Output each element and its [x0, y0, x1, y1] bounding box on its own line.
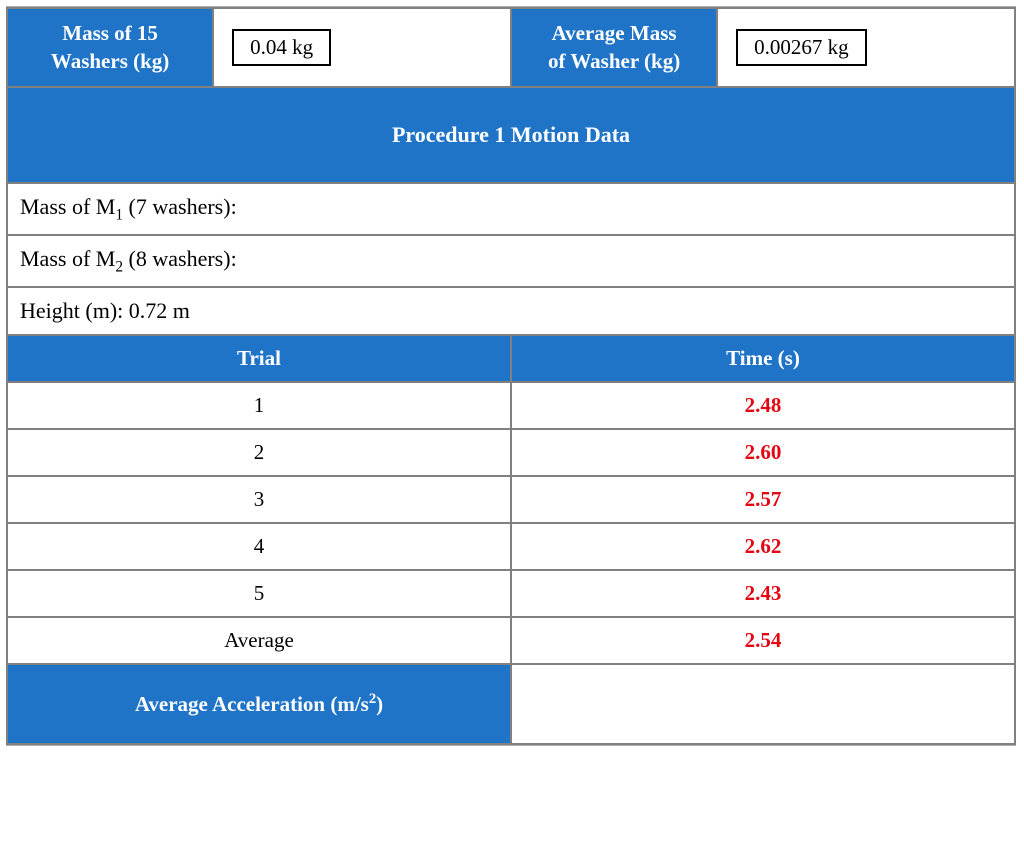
info-row-height: Height (m): 0.72 m: [7, 287, 1015, 335]
avg-accel-label: Average Acceleration (m/s2): [7, 664, 511, 744]
trial-number: 2: [7, 429, 511, 476]
avg-mass-label-line2: of Washer (kg): [548, 49, 680, 73]
avg-accel-prefix: Average Acceleration (m/s: [135, 692, 369, 716]
table-row: 2 2.60: [7, 429, 1015, 476]
data-table-container: Mass of 15 Washers (kg) 0.04 kg Average …: [6, 6, 1016, 746]
trial-time: 2.62: [511, 523, 1015, 570]
mass-m1-cell: Mass of M1 (7 washers):: [7, 183, 1015, 235]
trial-time: 2.60: [511, 429, 1015, 476]
avg-mass-value: 0.00267 kg: [736, 29, 867, 66]
mass-m2-cell: Mass of M2 (8 washers):: [7, 235, 1015, 287]
trial-number: 3: [7, 476, 511, 523]
table-row: 1 2.48: [7, 382, 1015, 429]
table-row-average: Average 2.54: [7, 617, 1015, 664]
mass-15-label: Mass of 15 Washers (kg): [7, 8, 213, 87]
table-row: 3 2.57: [7, 476, 1015, 523]
table-row: 5 2.43: [7, 570, 1015, 617]
col-header-trial: Trial: [7, 335, 511, 382]
avg-mass-value-cell: 0.00267 kg: [717, 8, 1015, 87]
col-header-time: Time (s): [511, 335, 1015, 382]
mass-m2-suffix: (8 washers):: [123, 246, 237, 271]
height-cell: Height (m): 0.72 m: [7, 287, 1015, 335]
mass-m2-prefix: Mass of M: [20, 246, 115, 271]
procedure-table: Mass of 15 Washers (kg) 0.04 kg Average …: [6, 7, 1016, 745]
table-row: 4 2.62: [7, 523, 1015, 570]
trial-time: 2.57: [511, 476, 1015, 523]
info-row-m1: Mass of M1 (7 washers):: [7, 183, 1015, 235]
avg-accel-value: [511, 664, 1015, 744]
mass-15-value: 0.04 kg: [232, 29, 331, 66]
trial-time: 2.43: [511, 570, 1015, 617]
avg-mass-label-line1: Average Mass: [552, 21, 677, 45]
avg-mass-label: Average Mass of Washer (kg): [511, 8, 717, 87]
mass-15-label-line1: Mass of 15: [62, 21, 158, 45]
avg-accel-suffix: ): [376, 692, 383, 716]
trial-number: 4: [7, 523, 511, 570]
average-label: Average: [7, 617, 511, 664]
section-title: Procedure 1 Motion Data: [7, 87, 1015, 183]
column-header-row: Trial Time (s): [7, 335, 1015, 382]
top-header-row: Mass of 15 Washers (kg) 0.04 kg Average …: [7, 8, 1015, 87]
section-title-row: Procedure 1 Motion Data: [7, 87, 1015, 183]
mass-m1-prefix: Mass of M: [20, 194, 115, 219]
mass-m1-sub: 1: [115, 206, 123, 223]
trial-time: 2.48: [511, 382, 1015, 429]
trial-number: 5: [7, 570, 511, 617]
mass-m1-suffix: (7 washers):: [123, 194, 237, 219]
mass-m2-sub: 2: [115, 258, 123, 275]
info-row-m2: Mass of M2 (8 washers):: [7, 235, 1015, 287]
avg-accel-row: Average Acceleration (m/s2): [7, 664, 1015, 744]
trial-number: 1: [7, 382, 511, 429]
mass-15-value-cell: 0.04 kg: [213, 8, 511, 87]
average-time: 2.54: [511, 617, 1015, 664]
mass-15-label-line2: Washers (kg): [51, 49, 169, 73]
